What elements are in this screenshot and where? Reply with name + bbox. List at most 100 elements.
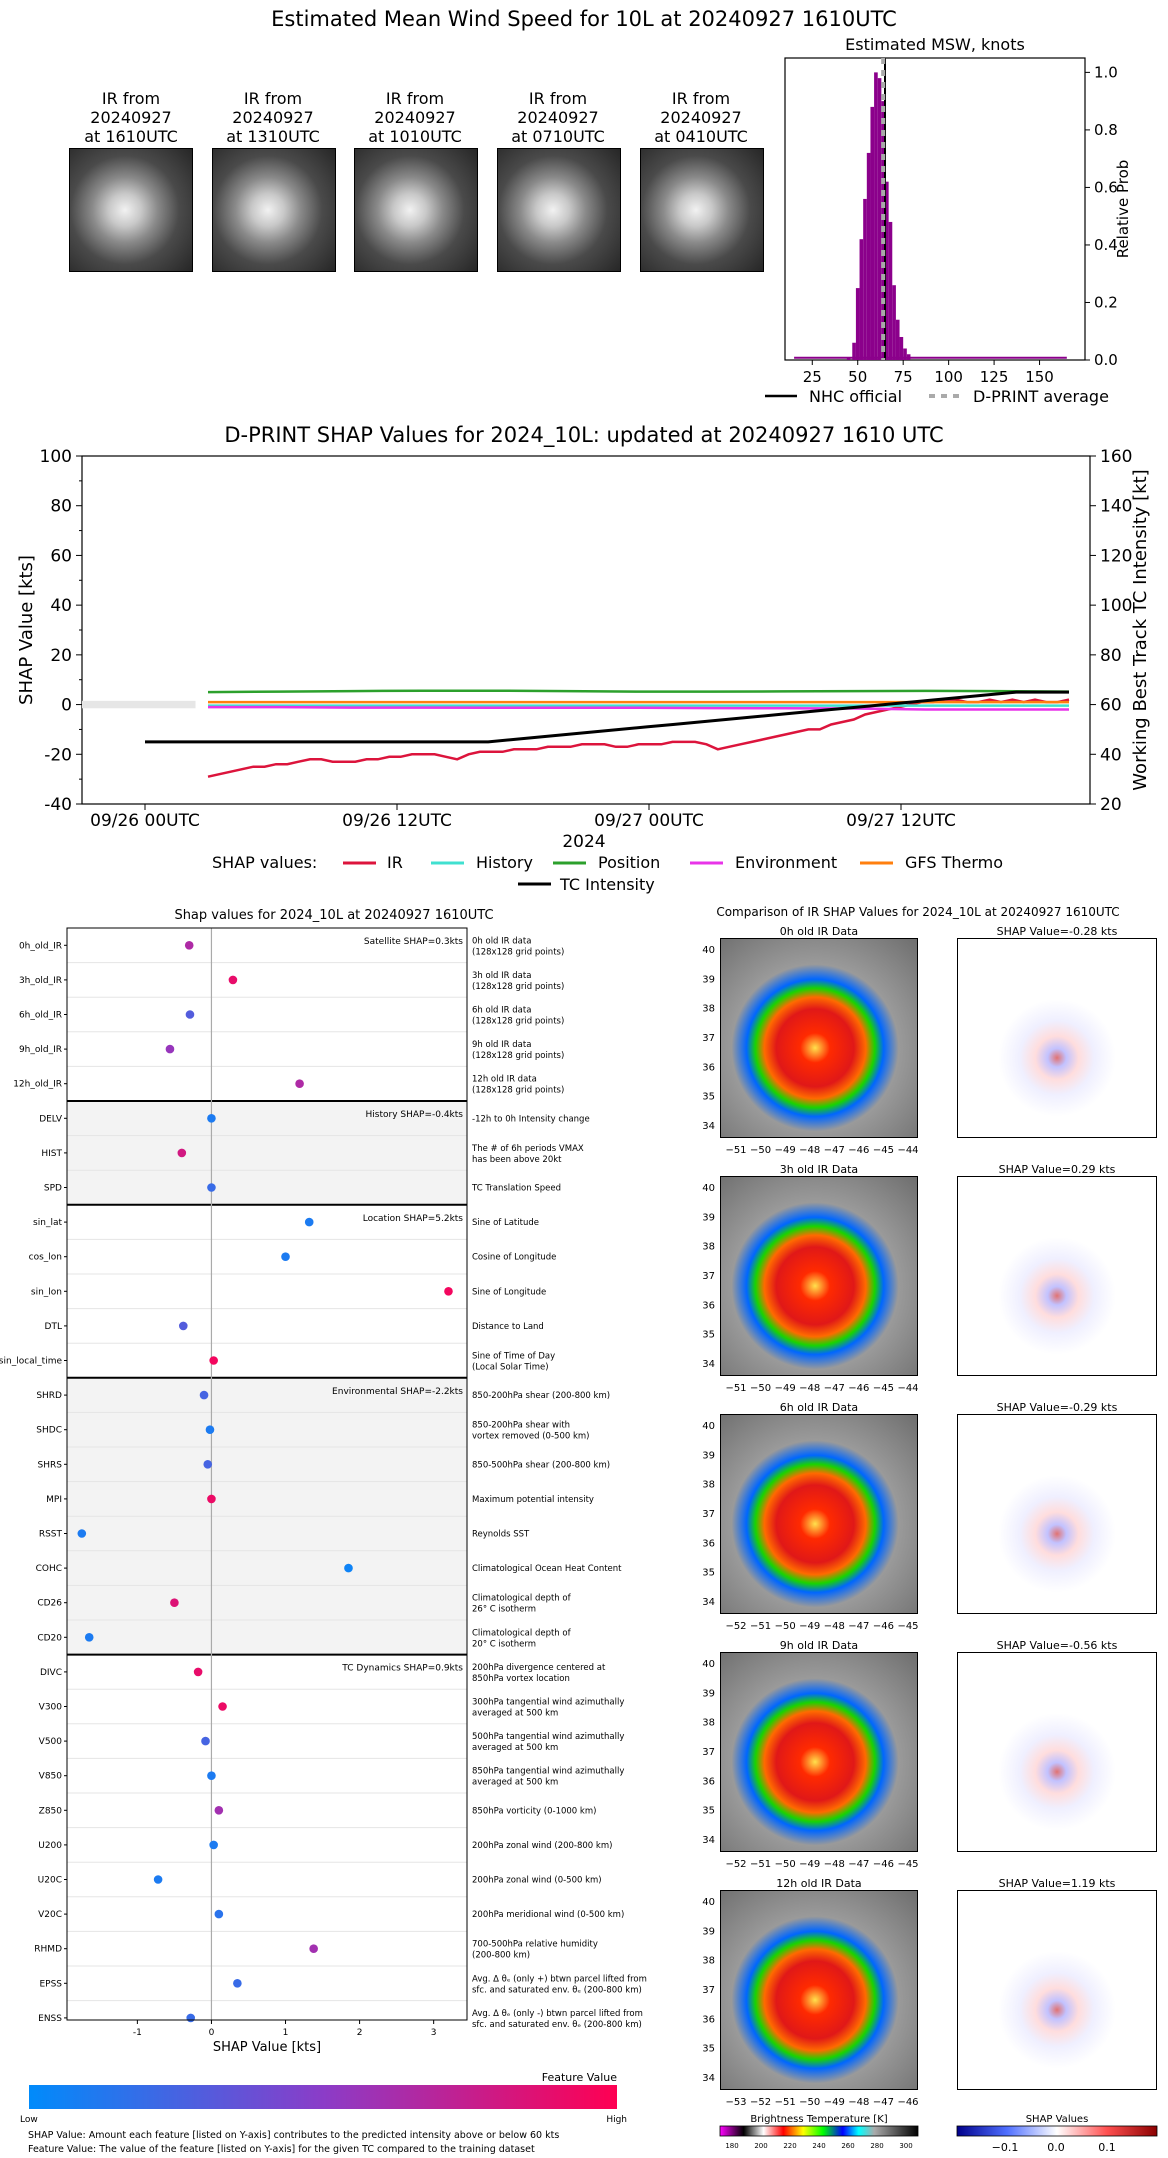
ts-y2tick-7: 160 [1100,447,1132,467]
thumb-caption-3a: IR from [386,89,444,108]
feat-xtick-0: -1 [133,2028,142,2038]
cmp-xtick-1-5: −46 [848,1383,869,1394]
feat-cbar-label: Feature Value [542,2071,618,2084]
cmp-ytick-0-0: 34 [702,1121,715,1132]
ts-xtick-3: 09/27 12UTC [846,811,956,831]
cmp-left-title-2: 6h old IR Data [780,1401,858,1414]
thumb-caption-5b: 20240927 [660,108,741,127]
thumb-caption-5a: IR from [672,89,730,108]
hist-xtick-0: 25 [803,368,822,386]
feature-desc-7: TC Translation Speed [471,1184,561,1194]
feature-name-4: 12h_old_IR [13,1080,62,1090]
cmp-xtick-0-6: −45 [873,1145,894,1156]
cmp-ytick-3-6: 40 [702,1659,715,1670]
ts-y2tick-0: 20 [1100,795,1122,815]
feature-desc-b-29: (200-800 km) [472,1951,530,1961]
feat-xtick-1: 0 [209,2028,215,2038]
feature-desc-25: 850hPa vorticity (0-1000 km) [472,1806,596,1816]
feature-dot-12 [209,1356,218,1365]
feature-name-2: 6h_old_IR [19,1011,62,1021]
cmp-xtick-2-4: −48 [824,1621,845,1632]
hist-ytick-5: 1.0 [1094,63,1118,81]
feature-desc-a-31: Avg. Δ θₑ (only -) btwn parcel lifted fr… [472,2009,643,2019]
ir-thumbnail-1010 [354,148,478,272]
feat-xlabel: SHAP Value [kts] [213,2040,321,2055]
cmp-ytick-3-1: 35 [702,1806,715,1817]
cmp-xtick-0-4: −47 [824,1145,845,1156]
ts-zero-band [82,700,196,709]
feature-desc-b-19: 26° C isotherm [472,1605,536,1615]
ts-y2tick-2: 60 [1100,696,1122,716]
cmp-ytick-1-6: 40 [702,1183,715,1194]
feature-dot-27 [153,1875,163,1884]
feature-desc-b-30: sfc. and saturated env. θₑ (200-800 km) [472,1985,642,1995]
cmp-ytick-0-3: 37 [702,1033,715,1044]
feature-dot-3 [165,1044,175,1054]
cmp-xtick-3-4: −48 [824,1859,845,1870]
hist-xtick-1: 50 [848,368,867,386]
feat-frame [66,927,468,2021]
feature-dot-1 [228,975,238,985]
cmp-right-title-0: SHAP Value=-0.28 kts [997,925,1118,938]
legend-ir: IR [387,853,403,872]
legend-nhc-label: NHC official [809,387,902,406]
cmp-xtick-0-3: −48 [799,1145,820,1156]
shap-tick-2: 0.1 [1098,2141,1116,2154]
feature-name-0: 0h_old_IR [19,941,62,951]
hist-bar-3 [859,239,864,360]
ts-xtick-2: 09/27 00UTC [594,811,704,831]
feature-dot-10 [444,1287,453,1296]
feature-desc-15: 850-500hPa shear (200-800 km) [472,1460,610,1470]
hist-ylabel: Relative Prob [1114,160,1132,259]
shap-colorbar [956,2125,1158,2137]
shap-map-1 [957,1176,1157,1376]
cmp-xtick-3-1: −51 [750,1859,771,1870]
cmp-ytick-4-3: 37 [702,1985,715,1996]
feature-desc-a-19: Climatological depth of [472,1594,572,1604]
feat-cbar-low: Low [20,2115,38,2125]
feature-name-15: SHRS [38,1460,63,1470]
cmp-ytick-2-6: 40 [702,1421,715,1432]
ts-zero-band-rect [82,700,196,709]
shap-map-0 [957,938,1157,1138]
legend-gfs: GFS Thermo [905,853,1003,872]
thumb-caption-3c: at 1010UTC [368,127,462,146]
cmp-xtick-1-6: −45 [873,1383,894,1394]
feature-name-6: HIST [41,1149,62,1159]
hist-xticks: 25 50 75 100 125 150 [803,360,1054,386]
footnote-2: Feature Value: The value of the feature … [28,2144,535,2155]
feature-dot-11 [178,1321,188,1331]
feat-xtick-3: 2 [357,2028,363,2038]
ts-series-lines [145,689,1070,778]
feature-name-25: Z850 [39,1806,63,1816]
feature-desc-a-24: 850hPa tangential wind azimuthally [472,1767,624,1777]
cmp-ytick-4-0: 34 [702,2073,715,2084]
feat-xtick-2: 1 [283,2028,289,2038]
feature-desc-a-14: 850-200hPa shear with [472,1421,570,1431]
tb-tick-2: 220 [783,2142,796,2150]
feature-name-26: U200 [38,1841,62,1851]
hist-bar-0 [846,357,851,360]
feature-dot-23 [201,1736,210,1746]
feature-desc-b-22: averaged at 500 km [472,1709,558,1719]
series-environment [208,705,1069,711]
feature-desc-a-3: 9h old IR data [472,1040,531,1050]
feature-desc-a-23: 500hPa tangential wind azimuthally [472,1732,624,1742]
feature-desc-27: 200hPa zonal wind (0-500 km) [472,1876,602,1886]
cmp-ytick-4-6: 40 [702,1897,715,1908]
hist-bar-10 [885,181,889,360]
hist-bar-14 [899,336,904,360]
feature-dot-29 [309,1944,318,1953]
feature-dot-22 [218,1702,227,1711]
shap-map-2 [957,1414,1157,1614]
hist-bar-6 [870,106,875,361]
cmp-ytick-4-5: 39 [702,1926,715,1937]
feature-dot-30 [233,1979,242,1988]
ts-ytick-7: 100 [40,447,72,467]
cmp-ytick-0-1: 35 [702,1092,715,1103]
tb-tick-5: 280 [870,2142,883,2150]
ts-y2tick-5: 120 [1100,546,1132,566]
hist-ytick-0: 0.0 [1094,351,1118,369]
feature-desc-9: Cosine of Longitude [472,1253,556,1263]
